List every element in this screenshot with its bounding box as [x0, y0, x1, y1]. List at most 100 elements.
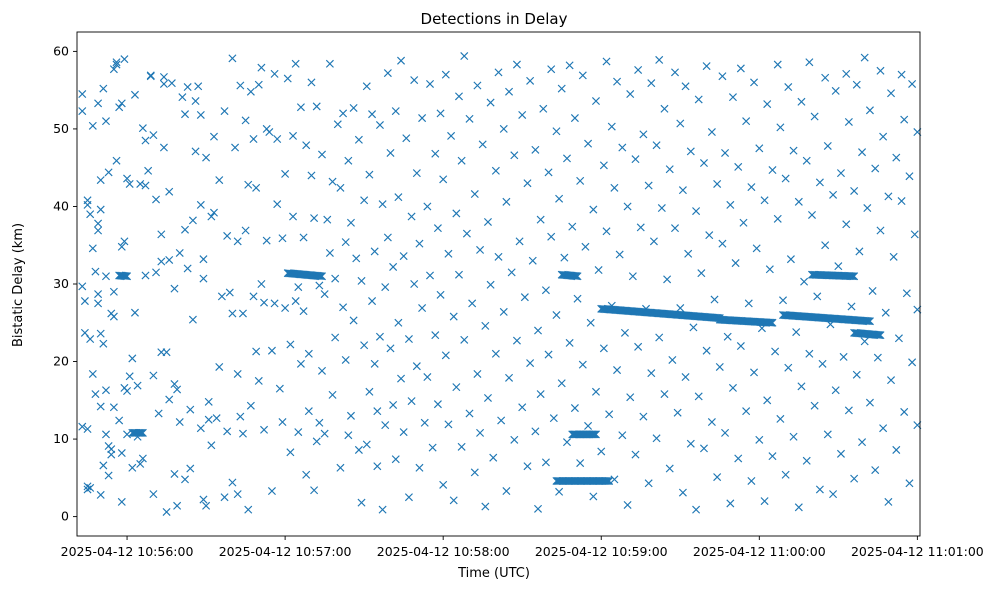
- data-point: [370, 359, 379, 368]
- data-point: [879, 132, 888, 141]
- data-point: [502, 487, 511, 496]
- data-point: [863, 204, 872, 213]
- chart-title: Detections in Delay: [421, 10, 568, 28]
- data-point: [123, 174, 132, 183]
- y-axis-label: Bistatic Delay (km): [11, 223, 26, 347]
- data-point: [196, 110, 205, 119]
- data-point: [647, 369, 656, 378]
- data-point: [599, 161, 608, 170]
- data-point: [831, 86, 840, 95]
- data-point: [747, 476, 756, 485]
- data-point: [528, 256, 537, 265]
- data-point: [123, 430, 132, 439]
- data-point: [394, 318, 403, 327]
- data-point: [908, 79, 917, 88]
- data-point: [439, 175, 448, 184]
- data-point: [128, 354, 137, 363]
- data-point: [602, 57, 611, 66]
- data-point: [244, 180, 253, 189]
- data-point: [897, 70, 906, 79]
- data-point: [220, 493, 229, 502]
- data-point: [768, 166, 777, 175]
- data-point: [829, 490, 838, 499]
- data-point: [865, 398, 874, 407]
- data-point: [597, 447, 606, 456]
- data-point: [96, 490, 105, 499]
- data-point: [694, 95, 703, 104]
- data-point: [109, 287, 118, 296]
- data-point: [94, 219, 103, 228]
- data-point: [383, 69, 392, 78]
- data-point: [404, 493, 413, 502]
- data-point: [613, 366, 622, 375]
- data-point: [797, 382, 806, 391]
- data-point: [768, 318, 777, 327]
- data-point: [304, 407, 313, 416]
- data-point: [360, 196, 369, 205]
- data-point: [162, 507, 171, 516]
- data-point: [302, 470, 311, 479]
- data-point: [786, 255, 795, 264]
- data-point: [584, 139, 593, 148]
- data-point: [868, 286, 877, 295]
- data-point: [146, 72, 155, 81]
- data-point: [404, 335, 413, 344]
- data-point: [823, 141, 832, 150]
- data-point: [800, 277, 809, 286]
- data-point: [863, 317, 872, 326]
- data-point: [402, 134, 411, 143]
- data-point: [586, 318, 595, 327]
- data-point: [797, 97, 806, 106]
- data-point: [520, 293, 529, 302]
- data-point: [752, 244, 761, 253]
- data-point: [196, 424, 205, 433]
- data-point: [165, 255, 174, 264]
- data-point: [273, 200, 282, 209]
- data-point: [601, 476, 610, 485]
- data-point: [423, 373, 432, 382]
- data-point: [865, 106, 874, 115]
- data-point: [96, 205, 105, 214]
- data-point: [892, 445, 901, 454]
- data-point: [610, 475, 619, 484]
- data-point: [241, 116, 250, 125]
- data-point: [491, 349, 500, 358]
- data-point: [591, 97, 600, 106]
- data-point: [349, 103, 358, 112]
- data-point: [657, 204, 666, 213]
- data-point: [196, 200, 205, 209]
- data-point: [173, 385, 182, 394]
- data-point: [133, 381, 142, 390]
- data-point: [481, 502, 490, 511]
- data-point: [518, 403, 527, 412]
- data-point: [599, 344, 608, 353]
- data-point: [510, 151, 519, 160]
- data-point: [291, 59, 300, 68]
- x-tick-label: 2025-04-12 11:01:00: [851, 544, 984, 559]
- data-point: [199, 274, 208, 283]
- data-point: [407, 397, 416, 406]
- data-point: [428, 443, 437, 452]
- data-point: [765, 265, 774, 274]
- data-point: [391, 107, 400, 116]
- data-point: [236, 81, 245, 90]
- data-point: [294, 428, 303, 437]
- data-point: [639, 412, 648, 421]
- data-point: [902, 289, 911, 298]
- data-points: [78, 52, 922, 516]
- data-point: [412, 362, 421, 371]
- data-point: [473, 369, 482, 378]
- data-point: [241, 226, 250, 235]
- data-point: [86, 210, 95, 219]
- data-point: [764, 318, 773, 327]
- data-point: [744, 299, 753, 308]
- data-point: [418, 114, 427, 123]
- data-point: [670, 224, 680, 233]
- data-point: [304, 349, 313, 358]
- data-point: [175, 248, 184, 257]
- data-point: [742, 407, 751, 416]
- data-point: [871, 466, 880, 475]
- data-point: [557, 84, 566, 93]
- data-point: [494, 252, 503, 261]
- data-point: [876, 226, 885, 235]
